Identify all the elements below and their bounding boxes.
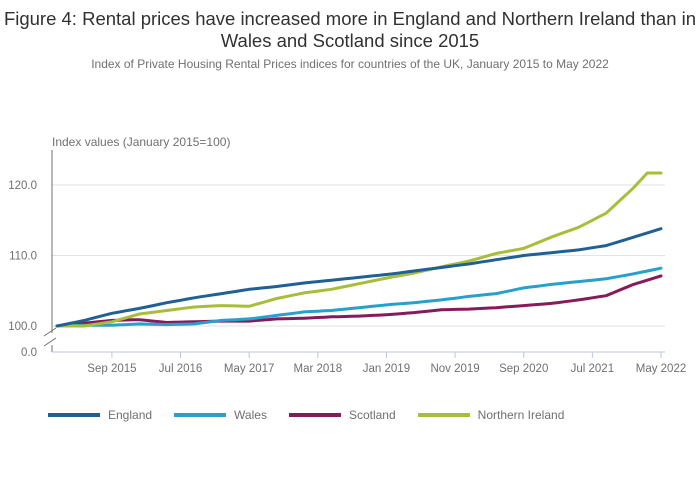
legend-item-england[interactable]: England xyxy=(48,408,152,422)
legend-swatch xyxy=(174,413,227,417)
legend-item-scotland[interactable]: Scotland xyxy=(288,408,396,422)
y-tick-label: 100.0 xyxy=(8,321,37,333)
legend-swatch xyxy=(48,413,100,417)
x-tick-label: Mar 2018 xyxy=(294,363,343,375)
chart-legend: England Wales Scotland Northern Ireland xyxy=(48,408,586,422)
series-line-england xyxy=(55,227,663,328)
x-tick-label: Jul 2016 xyxy=(159,363,202,375)
x-tick-label: Nov 2019 xyxy=(430,363,479,375)
line-chart: 0.0 100.0 110.0 120.0 Sep 2015 Jul 2016 May 20… xyxy=(8,150,687,375)
y-tick-label: 0.0 xyxy=(21,347,37,359)
series-line-northern-ireland xyxy=(55,171,663,328)
legend-item-wales[interactable]: Wales xyxy=(174,408,267,422)
legend-swatch xyxy=(288,413,341,417)
legend-label: Northern Ireland xyxy=(477,408,565,422)
y-tick-label: 110.0 xyxy=(9,251,37,263)
legend-label: Wales xyxy=(234,408,267,422)
axis-break-mark xyxy=(43,327,57,337)
legend-label: England xyxy=(108,408,153,422)
x-tick-label: May 2022 xyxy=(636,363,687,375)
x-tick-label: May 2017 xyxy=(224,363,275,375)
chart-title: Figure 4: Rental prices have increased m… xyxy=(3,8,697,51)
chart-subtitle: Index of Private Housing Rental Prices i… xyxy=(91,57,609,71)
y-tick-label: 120.0 xyxy=(8,180,37,192)
x-tick-label: Sep 2015 xyxy=(87,363,136,375)
legend-item-northern-ireland[interactable]: Northern Ireland xyxy=(417,408,565,422)
legend-label: Scotland xyxy=(348,408,396,422)
x-tick-label: Jul 2021 xyxy=(571,363,614,375)
y-axis-label: Index values (January 2015=100) xyxy=(52,135,231,149)
axis-break-mark xyxy=(43,337,57,347)
legend-swatch xyxy=(417,413,470,417)
x-tick-label: Jan 2019 xyxy=(363,363,410,375)
x-tick-label: Sep 2020 xyxy=(499,363,548,375)
series-line-wales xyxy=(55,266,663,328)
series-line-scotland xyxy=(55,274,663,328)
